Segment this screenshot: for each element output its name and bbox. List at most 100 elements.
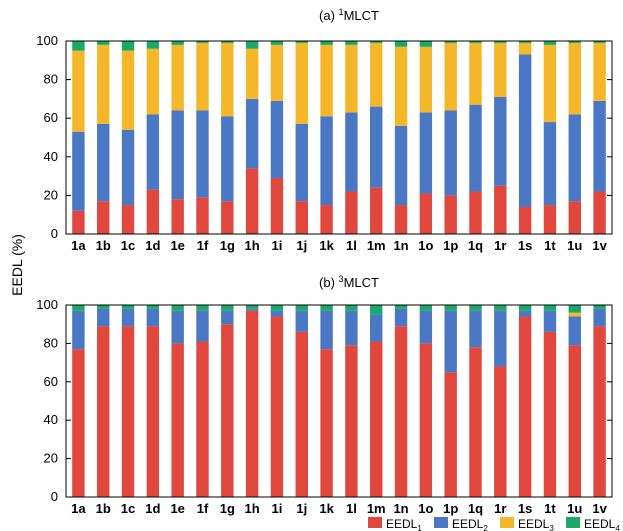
bar-segment-eedl2	[494, 310, 507, 367]
x-tick-label: 1h	[245, 238, 260, 253]
bar-segment-eedl1	[245, 310, 259, 497]
bar-segment-eedl3	[196, 42, 209, 111]
x-tick-label: 1f	[197, 501, 209, 516]
bar-segment-eedl4	[171, 41, 184, 45]
bar-segment-eedl2	[444, 310, 457, 373]
bar-segment-eedl4	[196, 305, 209, 311]
x-tick-label: 1s	[518, 238, 532, 253]
bar-segment-eedl2	[593, 308, 606, 327]
panel-title: (a) 1MLCT	[319, 7, 379, 23]
bar-segment-eedl4	[146, 41, 160, 49]
bar-segment-eedl2	[320, 310, 333, 350]
bar-segment-eedl1	[196, 197, 209, 234]
bar-segment-eedl3	[146, 48, 160, 115]
y-tick-label: 100	[36, 297, 58, 312]
bar-segment-eedl3	[370, 42, 383, 107]
bar-segment-eedl1	[171, 199, 184, 234]
bar-segment-eedl1	[543, 331, 557, 497]
bar-segment-eedl2	[568, 316, 581, 346]
bar-segment-eedl1	[394, 326, 408, 497]
bar-segment-eedl2	[543, 122, 557, 206]
y-tick-label: 0	[51, 226, 58, 241]
bar-segment-eedl2	[394, 308, 408, 327]
bar-segment-eedl1	[444, 372, 457, 497]
x-tick-label: 1i	[272, 238, 283, 253]
bar-segment-eedl4	[72, 41, 85, 51]
bar-segment-eedl1	[295, 201, 308, 234]
x-tick-label: 1h	[245, 501, 260, 516]
y-tick-label: 20	[44, 451, 58, 466]
bar-segment-eedl3	[245, 48, 259, 99]
bar-segment-eedl2	[494, 96, 507, 186]
bar-segment-eedl2	[270, 310, 284, 317]
bar-segment-eedl1	[494, 185, 507, 234]
bar-segment-eedl1	[245, 168, 259, 234]
x-tick-label: 1m	[367, 501, 386, 516]
y-axis-label: EEDL (%)	[9, 234, 25, 296]
x-tick-label: 1k	[319, 238, 334, 253]
x-tick-label: 1s	[518, 501, 532, 516]
bar-segment-eedl2	[146, 114, 160, 190]
bar-segment-eedl2	[394, 125, 408, 206]
bar-segment-eedl3	[593, 42, 606, 101]
bar-segment-eedl4	[568, 305, 581, 313]
x-tick-label: 1d	[145, 238, 160, 253]
bar-segment-eedl1	[568, 201, 581, 234]
bar-segment-eedl4	[97, 41, 110, 45]
bar-segment-eedl1	[394, 205, 408, 234]
bar-segment-eedl2	[345, 112, 358, 192]
bar-segment-eedl2	[543, 310, 557, 332]
bar-segment-eedl4	[370, 41, 383, 43]
bar-segment-eedl1	[469, 347, 482, 497]
bar-segment-eedl4	[270, 41, 284, 45]
bar-segment-eedl2	[196, 110, 209, 198]
bar-segment-eedl2	[121, 308, 135, 327]
bar-segment-eedl1	[518, 316, 532, 497]
bar-segment-eedl4	[494, 305, 507, 311]
legend-swatch	[566, 517, 580, 528]
bar-segment-eedl1	[419, 193, 433, 234]
bar-segment-eedl2	[72, 131, 85, 211]
bar-segment-eedl3	[171, 44, 184, 111]
bar-segment-eedl4	[320, 305, 333, 311]
bar-segment-eedl4	[518, 305, 532, 311]
x-tick-label: 1v	[592, 501, 607, 516]
bar-segment-eedl1	[345, 191, 358, 234]
legend-label: EEDL1	[386, 517, 422, 531]
bar-segment-eedl1	[345, 345, 358, 497]
bar-segment-eedl2	[245, 308, 259, 311]
bar-segment-eedl4	[370, 305, 383, 315]
bar-segment-eedl2	[419, 112, 433, 194]
x-tick-label: 1l	[346, 238, 357, 253]
bar-segment-eedl3	[494, 42, 507, 97]
bar-segment-eedl4	[345, 305, 358, 311]
bar-segment-eedl4	[394, 41, 408, 47]
x-tick-label: 1g	[220, 238, 235, 253]
bar-segment-eedl3	[320, 44, 333, 117]
x-tick-label: 1u	[567, 238, 582, 253]
bar-segment-eedl1	[568, 345, 581, 497]
bar-segment-eedl4	[196, 41, 209, 43]
bar-segment-eedl2	[270, 100, 284, 179]
bar-segment-eedl3	[568, 42, 581, 115]
bar-segment-eedl4	[121, 41, 135, 51]
bar-segment-eedl1	[593, 191, 606, 234]
bar-segment-eedl2	[97, 123, 110, 202]
bar-segment-eedl3	[270, 44, 284, 101]
bar-segment-eedl4	[419, 41, 433, 47]
bar-segment-eedl1	[419, 343, 433, 497]
bar-segment-eedl2	[121, 129, 135, 206]
x-tick-label: 1b	[96, 501, 111, 516]
bar-segment-eedl1	[370, 187, 383, 234]
y-tick-label: 100	[36, 33, 58, 48]
x-tick-label: 1a	[71, 501, 86, 516]
x-tick-label: 1i	[272, 501, 283, 516]
bar-segment-eedl2	[518, 54, 532, 207]
bar-segment-eedl1	[469, 191, 482, 234]
x-tick-label: 1f	[197, 238, 209, 253]
bar-segment-eedl2	[295, 310, 308, 332]
x-tick-label: 1o	[418, 238, 433, 253]
bar-segment-eedl4	[295, 41, 308, 43]
bar-segment-eedl3	[469, 42, 482, 105]
